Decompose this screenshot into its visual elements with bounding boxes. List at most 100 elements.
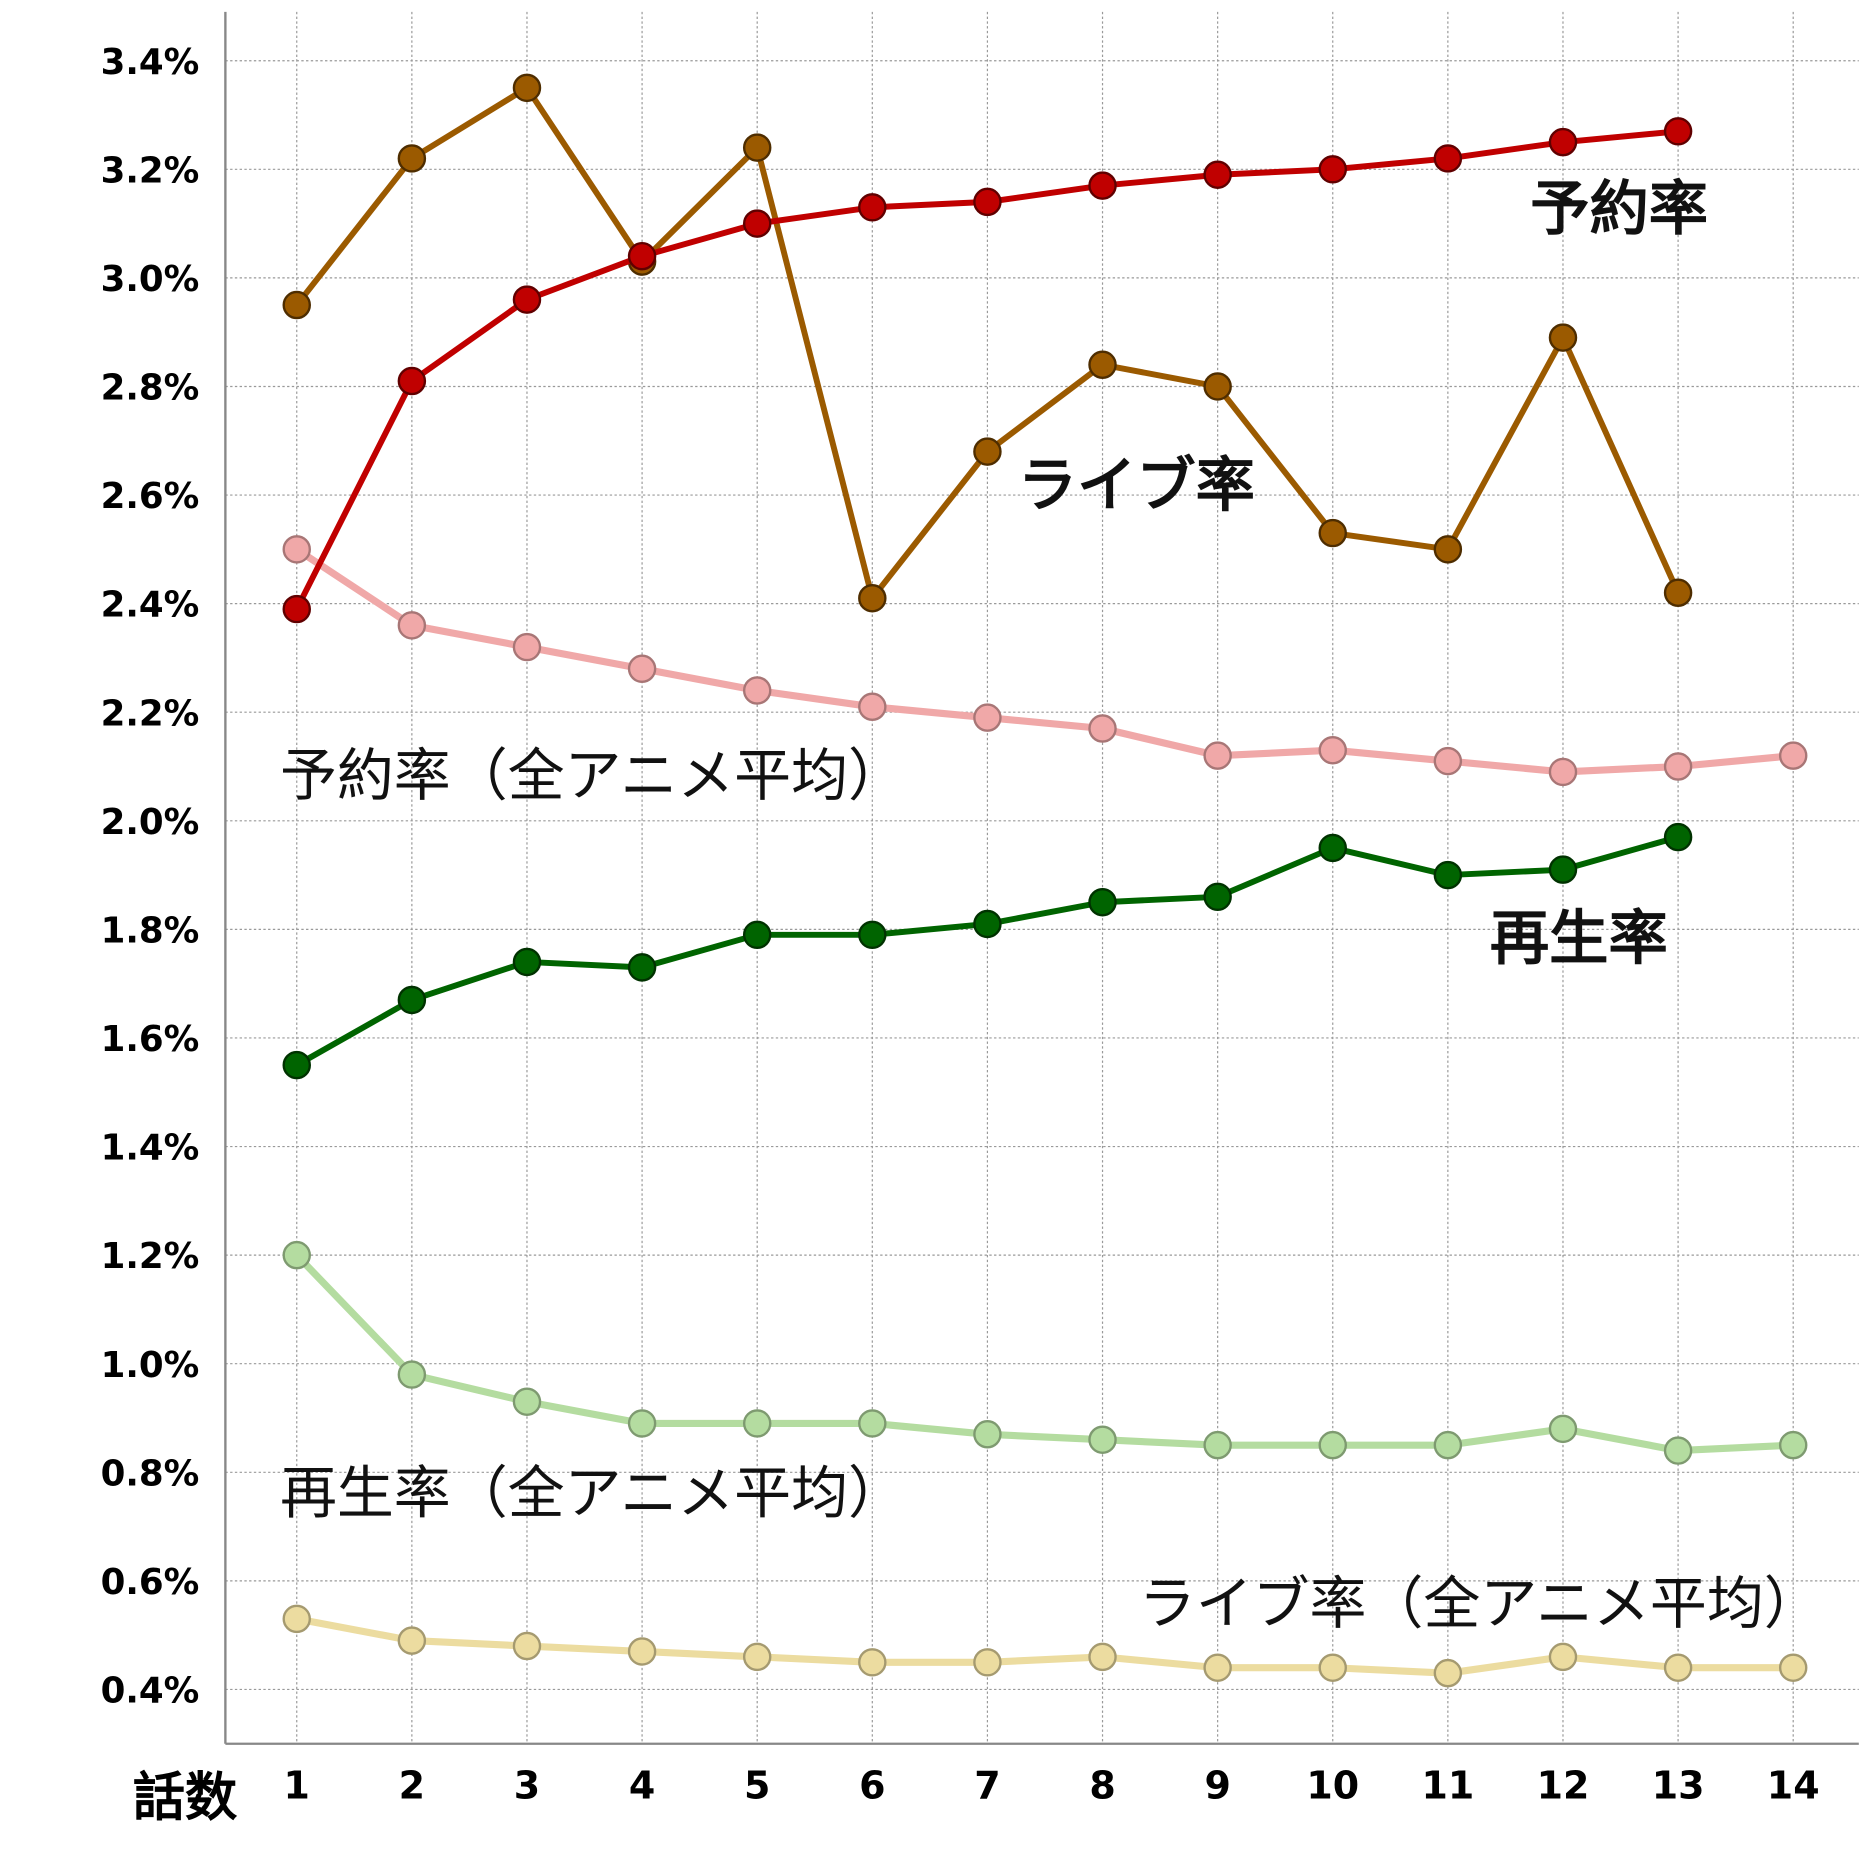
series-marker [858, 692, 887, 722]
series-marker [512, 947, 542, 977]
y-tick-label: 2.2% [101, 693, 200, 734]
series-marker [1203, 1430, 1232, 1460]
y-tick-label: 0.8% [101, 1453, 200, 1494]
series-marker [742, 1409, 772, 1438]
y-tick-label: 2.0% [101, 802, 200, 843]
series-line [294, 546, 1794, 776]
series-marker [1433, 535, 1463, 564]
series-marker [973, 1420, 1002, 1449]
series-marker [1778, 741, 1808, 770]
series-marker [397, 611, 427, 640]
series-marker [858, 583, 887, 613]
series-marker [1548, 127, 1578, 157]
x-tick-label: 1 [284, 1763, 310, 1807]
y-tick-label: 3.2% [101, 150, 200, 191]
series-marker [1663, 822, 1693, 852]
series-marker [1433, 746, 1463, 776]
series-marker [397, 1360, 427, 1389]
x-tick-label: 8 [1089, 1763, 1115, 1807]
series-marker [627, 1637, 657, 1666]
y-tick-label: 1.0% [101, 1345, 200, 1386]
series-marker [742, 676, 772, 705]
series-label: 再生率 [1490, 903, 1668, 972]
y-tick-label: 2.4% [101, 585, 200, 626]
series-marker [397, 366, 427, 396]
series-marker [742, 133, 772, 162]
y-tick-label: 1.8% [101, 910, 200, 951]
series-marker [858, 1648, 887, 1677]
series-marker [1318, 833, 1347, 863]
y-tick-label: 2.8% [101, 368, 200, 409]
x-axis-label: 話数 [133, 1768, 238, 1828]
x-tick-label: 5 [744, 1763, 770, 1807]
series-marker [742, 1642, 772, 1672]
series-marker [858, 1409, 887, 1438]
series-marker [1433, 1430, 1463, 1460]
series-marker [1433, 144, 1463, 173]
series-marker [973, 909, 1002, 939]
y-tick-label: 0.4% [101, 1671, 200, 1712]
series-label: 予約率 [1530, 174, 1708, 243]
series-marker [1318, 1430, 1347, 1460]
x-tick-label: 4 [629, 1763, 655, 1807]
series-marker [742, 209, 772, 238]
series-marker [1663, 578, 1693, 608]
series-marker [1663, 752, 1693, 781]
series-marker [1318, 735, 1347, 765]
series-marker [1778, 1430, 1808, 1460]
y-tick-label: 0.6% [101, 1562, 200, 1603]
series-marker [282, 1050, 311, 1080]
series-marker [1548, 757, 1578, 787]
y-tick-label: 2.6% [101, 476, 200, 517]
series-marker [1318, 155, 1347, 184]
series-marker [1203, 741, 1232, 770]
series-marker [1088, 888, 1117, 917]
series-marker [512, 285, 542, 314]
x-tick-label: 11 [1421, 1763, 1474, 1807]
series-marker [1663, 1436, 1693, 1465]
series-marker [1088, 350, 1117, 379]
series-line [294, 1252, 1794, 1455]
x-tick-label: 9 [1204, 1763, 1230, 1807]
y-tick-label: 1.6% [101, 1019, 200, 1060]
series-marker [1548, 1414, 1578, 1444]
series-marker [1548, 323, 1578, 352]
series-marker [1203, 372, 1232, 401]
series-marker [1663, 1653, 1693, 1682]
series-label: ライブ率（全アニメ平均） [1139, 1571, 1821, 1637]
series-label: 再生率（全アニメ平均） [280, 1460, 905, 1526]
series-marker [1663, 117, 1693, 146]
series-marker [858, 920, 887, 950]
series-line [296, 1615, 1794, 1677]
series-label: ライブ率 [1018, 450, 1255, 519]
x-tick-label: 7 [974, 1763, 1000, 1807]
series-marker [1088, 171, 1117, 200]
series-marker [397, 144, 427, 173]
series-marker [282, 535, 311, 564]
series-marker [973, 703, 1002, 732]
series-marker [282, 1604, 311, 1634]
y-tick-label: 1.4% [101, 1128, 200, 1169]
series-marker [282, 290, 311, 320]
x-tick-label: 10 [1306, 1763, 1359, 1807]
series-marker [1433, 860, 1463, 890]
x-tick-label: 14 [1767, 1763, 1820, 1807]
series-marker [512, 1387, 542, 1416]
series-marker [282, 1240, 311, 1270]
series-marker [512, 632, 542, 662]
series-marker [742, 920, 772, 950]
series-marker [627, 654, 657, 684]
x-tick-label: 12 [1537, 1763, 1590, 1807]
series-marker [1203, 1653, 1232, 1682]
series-marker [627, 953, 657, 982]
y-tick-label: 3.4% [101, 42, 200, 83]
series-marker [1778, 1653, 1808, 1682]
series-marker [397, 1626, 427, 1655]
series-marker [1203, 882, 1232, 912]
series-marker [1318, 1653, 1347, 1682]
series-marker [282, 594, 311, 624]
series-marker [1318, 518, 1347, 548]
series-marker [1088, 1642, 1117, 1672]
series-marker [627, 1409, 657, 1438]
